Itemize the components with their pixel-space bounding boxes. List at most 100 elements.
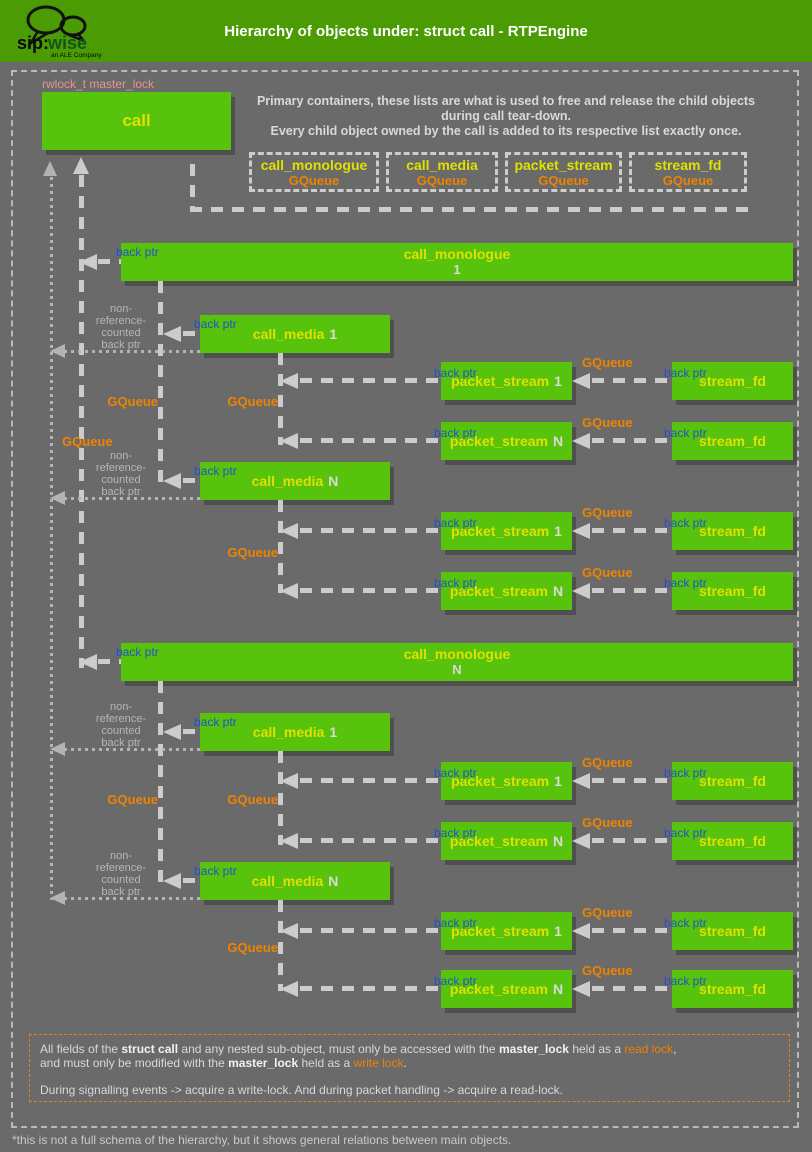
back-ptr-arrow-line (98, 259, 121, 264)
node-packet-stream-n: packet_stream N (441, 822, 572, 860)
non-ref-arrow-line (64, 748, 200, 751)
back-ptr-label: back ptr (194, 715, 237, 729)
node-stream-fd: stream_fd (672, 512, 793, 550)
node-index: 1 (329, 724, 338, 740)
back-ptr-label: back ptr (434, 366, 477, 380)
arrow-left-icon (572, 923, 590, 939)
node-label: call_media (252, 326, 325, 342)
note-line: All fields of the struct call and any ne… (40, 1042, 779, 1056)
label-line: reference- (95, 462, 147, 474)
back-ptr-label: back ptr (194, 464, 237, 478)
arrow-left-icon (572, 433, 590, 449)
back-ptr-label: back ptr (664, 426, 707, 440)
node-index: 1 (554, 523, 562, 539)
node-call-media-n: call_media N (200, 462, 390, 500)
node-index: 1 (554, 923, 562, 939)
non-ref-back-ptr-label: non- reference- counted back ptr (84, 303, 158, 351)
node-label: packet_stream (451, 773, 550, 789)
note-text-orange: read lock (624, 1042, 674, 1056)
node-label: stream_fd (699, 373, 766, 389)
arrow-left-icon (50, 491, 65, 505)
gqueue-label: GQueue (227, 545, 278, 560)
legend-name: packet_stream (514, 156, 613, 173)
label-line: counted (101, 725, 141, 737)
non-ref-trunk-line (50, 177, 53, 900)
label-line: back ptr (101, 886, 141, 898)
node-index: 1 (554, 773, 562, 789)
node-call-monologue-n: call_monologue N (121, 643, 793, 681)
gqueue-trunk-line (158, 281, 163, 483)
back-ptr-label: back ptr (434, 516, 477, 530)
node-label: packet_stream (449, 981, 548, 997)
node-call-media-1: call_media 1 (200, 713, 390, 751)
node-label: stream_fd (699, 523, 766, 539)
arrow-left-icon (280, 373, 298, 389)
gqueue-label: GQueue (582, 905, 633, 920)
legend-type: GQueue (538, 172, 589, 188)
back-ptr-label: back ptr (664, 576, 707, 590)
back-ptr-arrow-line (300, 528, 441, 533)
non-ref-arrow-line (64, 497, 200, 500)
node-stream-fd: stream_fd (672, 912, 793, 950)
node-label: packet_stream (449, 833, 548, 849)
back-ptr-label: back ptr (434, 576, 477, 590)
back-ptr-arrow-line (183, 878, 200, 883)
label-line: reference- (95, 862, 147, 874)
note-text: held as a (568, 1042, 625, 1056)
arrow-left-icon (163, 473, 181, 489)
logo-tagline: an ALE Company (51, 52, 102, 59)
back-ptr-label: back ptr (664, 916, 707, 930)
node-stream-fd: stream_fd (672, 362, 793, 400)
node-packet-stream-1: packet_stream 1 (441, 362, 572, 400)
back-ptr-arrow-line (300, 438, 441, 443)
arrow-left-icon (163, 873, 181, 889)
back-ptr-label: back ptr (434, 826, 477, 840)
back-ptr-label: back ptr (434, 766, 477, 780)
primary-containers-note: Primary containers, these lists are what… (256, 94, 756, 139)
label-line: back ptr (101, 339, 141, 351)
node-label: call_media (252, 724, 325, 740)
non-ref-back-ptr-label: non- reference- counted back ptr (84, 850, 158, 898)
gqueue-label: GQueue (582, 565, 633, 580)
back-ptr-arrow-line (183, 331, 200, 336)
gqueue-arrow-line (592, 378, 670, 383)
arrow-left-icon (280, 523, 298, 539)
node-label: call (122, 111, 151, 130)
logo-text-wise: wise (47, 33, 87, 53)
node-packet-stream-1: packet_stream 1 (441, 762, 572, 800)
legend-name: call_media (406, 156, 478, 173)
back-ptr-label: back ptr (116, 245, 159, 259)
note-line: during call tear-down. (441, 109, 571, 123)
label-line: counted (101, 874, 141, 886)
gqueue-label: GQueue (107, 792, 158, 807)
node-packet-stream-1: packet_stream 1 (441, 512, 572, 550)
back-ptr-label: back ptr (664, 516, 707, 530)
label-line: counted (101, 474, 141, 486)
note-line: Primary containers, these lists are what… (256, 94, 756, 108)
node-label: call_monologue (403, 646, 511, 662)
legend-box-call-monologue: call_monologue GQueue (249, 152, 379, 192)
legend-box-call-media: call_media GQueue (386, 152, 498, 192)
back-ptr-arrow-line (300, 378, 441, 383)
node-label: call_media (251, 873, 324, 889)
node-call-monologue-1: call_monologue 1 (121, 243, 793, 281)
back-ptr-arrow-line (98, 659, 121, 664)
arrow-left-icon (280, 583, 298, 599)
back-ptr-label: back ptr (434, 426, 477, 440)
node-stream-fd: stream_fd (672, 422, 793, 460)
back-ptr-arrow-line (300, 986, 441, 991)
gqueue-trunk-line (158, 681, 163, 883)
arrow-left-icon (79, 654, 97, 670)
diagram-canvas (11, 70, 799, 1128)
note-text-bold: master_lock (498, 1042, 569, 1056)
arrow-left-icon (79, 254, 97, 270)
gqueue-label: GQueue (227, 394, 278, 409)
back-ptr-arrow-line (300, 928, 441, 933)
label-line: back ptr (101, 486, 141, 498)
note-text: and must only be modified with the (40, 1056, 229, 1070)
note-line: Every child object owned by the call is … (270, 124, 742, 138)
note-text-bold: master_lock (228, 1056, 299, 1070)
node-label: packet_stream (451, 373, 550, 389)
node-label: packet_stream (451, 523, 550, 539)
